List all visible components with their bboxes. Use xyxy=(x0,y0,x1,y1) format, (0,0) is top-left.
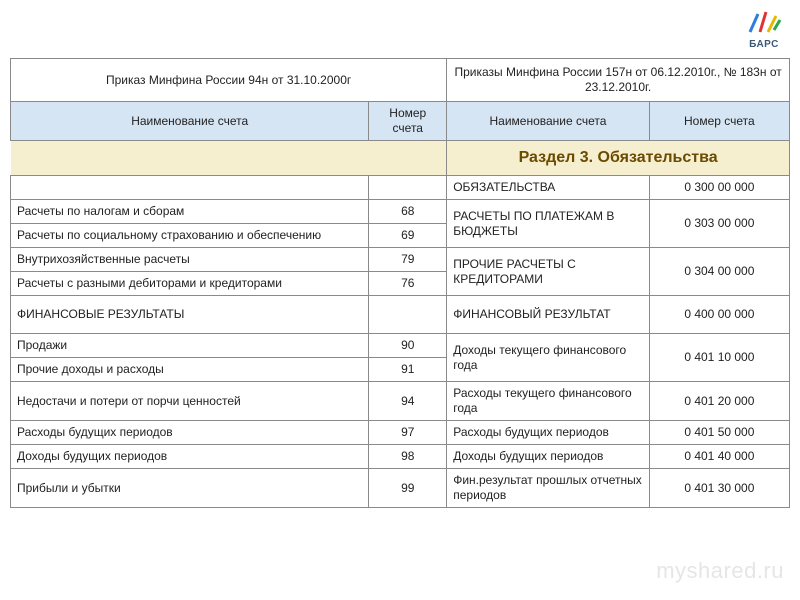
cell-num xyxy=(369,296,447,334)
cell-name: Расходы будущих периодов xyxy=(11,421,369,445)
table-row: Доходы будущих периодов 98 Доходы будущи… xyxy=(11,445,790,469)
cell-num: 98 xyxy=(369,445,447,469)
cell-name: ОБЯЗАТЕЛЬСТВА xyxy=(447,176,650,200)
cell-name: РАСЧЕТЫ ПО ПЛАТЕЖАМ В БЮДЖЕТЫ xyxy=(447,200,650,248)
table-row: ОБЯЗАТЕЛЬСТВА 0 300 00 000 xyxy=(11,176,790,200)
cell-name: ФИНАНСОВЫЕ РЕЗУЛЬТАТЫ xyxy=(11,296,369,334)
cell-name: Продажи xyxy=(11,334,369,358)
cell-num: 91 xyxy=(369,358,447,382)
cell-code: 0 300 00 000 xyxy=(649,176,789,200)
cell-num: 79 xyxy=(369,248,447,272)
col-name-1: Наименование счета xyxy=(11,102,369,141)
cell-num: 68 xyxy=(369,200,447,224)
cell-name: Фин.результат прошлых отчетных периодов xyxy=(447,469,650,508)
cell-num: 69 xyxy=(369,224,447,248)
cell-num: 94 xyxy=(369,382,447,421)
cell-code: 0 401 40 000 xyxy=(649,445,789,469)
col-name-2: Наименование счета xyxy=(447,102,650,141)
brand-logo: БАРС xyxy=(746,8,782,50)
cell-name: ПРОЧИЕ РАСЧЕТЫ С КРЕДИТОРАМИ xyxy=(447,248,650,296)
cell-num: 97 xyxy=(369,421,447,445)
cell-code: 0 400 00 000 xyxy=(649,296,789,334)
cell-name: Доходы будущих периодов xyxy=(11,445,369,469)
cell-name: Прочие доходы и расходы xyxy=(11,358,369,382)
cell-code: 0 401 30 000 xyxy=(649,469,789,508)
brand-name: БАРС xyxy=(746,39,782,50)
section-row: Раздел 3. Обязательства xyxy=(11,141,790,176)
table-row: Прибыли и убытки 99 Фин.результат прошлы… xyxy=(11,469,790,508)
cell-code: 0 304 00 000 xyxy=(649,248,789,296)
header-right: Приказы Минфина России 157н от 06.12.201… xyxy=(447,59,790,102)
cell-code: 0 401 10 000 xyxy=(649,334,789,382)
table-row: Внутрихозяйственные расчеты 79 ПРОЧИЕ РА… xyxy=(11,248,790,272)
subheader-row: Наименование счета Номер счета Наименова… xyxy=(11,102,790,141)
header-row: Приказ Минфина России 94н от 31.10.2000г… xyxy=(11,59,790,102)
table-row: ФИНАНСОВЫЕ РЕЗУЛЬТАТЫ ФИНАНСОВЫЙ РЕЗУЛЬТ… xyxy=(11,296,790,334)
cell-name: ФИНАНСОВЫЙ РЕЗУЛЬТАТ xyxy=(447,296,650,334)
bars-logo-icon xyxy=(746,8,782,36)
cell-name: Внутрихозяйственные расчеты xyxy=(11,248,369,272)
table-row: Расходы будущих периодов 97 Расходы буду… xyxy=(11,421,790,445)
cell-code: 0 401 50 000 xyxy=(649,421,789,445)
cell-num: 90 xyxy=(369,334,447,358)
section-title: Раздел 3. Обязательства xyxy=(447,141,790,176)
table-row: Недостачи и потери от порчи ценностей 94… xyxy=(11,382,790,421)
col-num-2: Номер счета xyxy=(649,102,789,141)
cell-code: 0 303 00 000 xyxy=(649,200,789,248)
accounts-table: Приказ Минфина России 94н от 31.10.2000г… xyxy=(10,58,790,508)
table-row: Расчеты по налогам и сборам 68 РАСЧЕТЫ П… xyxy=(11,200,790,224)
cell-name: Расходы будущих периодов xyxy=(447,421,650,445)
watermark: myshared.ru xyxy=(656,558,784,584)
table-row: Продажи 90 Доходы текущего финансового г… xyxy=(11,334,790,358)
cell-name: Расчеты по социальному страхованию и обе… xyxy=(11,224,369,248)
cell-name: Расчеты с разными дебиторами и кредитора… xyxy=(11,272,369,296)
cell-name: Расходы текущего финансового года xyxy=(447,382,650,421)
cell-name: Недостачи и потери от порчи ценностей xyxy=(11,382,369,421)
col-num-1: Номер счета xyxy=(369,102,447,141)
cell-name: Доходы будущих периодов xyxy=(447,445,650,469)
cell-name: Прибыли и убытки xyxy=(11,469,369,508)
cell-name: Доходы текущего финансового года xyxy=(447,334,650,382)
cell-num: 76 xyxy=(369,272,447,296)
header-left: Приказ Минфина России 94н от 31.10.2000г xyxy=(11,59,447,102)
cell-code: 0 401 20 000 xyxy=(649,382,789,421)
cell-num: 99 xyxy=(369,469,447,508)
cell-name: Расчеты по налогам и сборам xyxy=(11,200,369,224)
